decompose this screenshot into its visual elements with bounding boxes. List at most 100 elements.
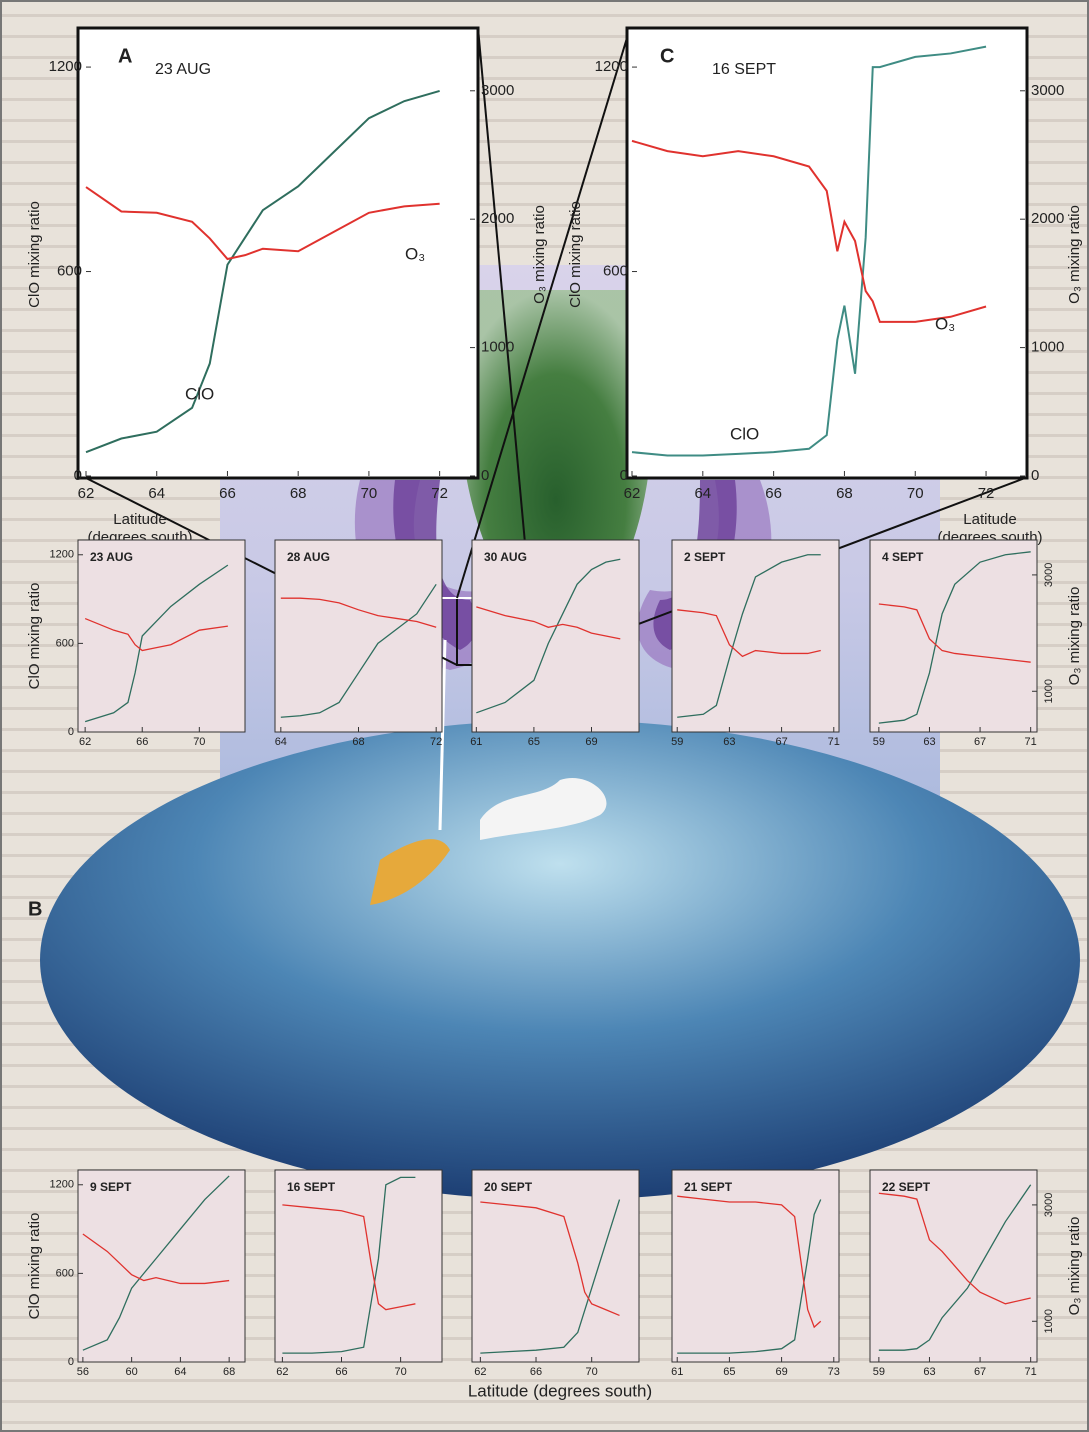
- y-tick-label: 1200: [49, 58, 82, 75]
- x-tick-label: 72: [978, 485, 995, 502]
- x-tick-label: 71: [828, 736, 840, 748]
- x-tick-label: 62: [78, 485, 95, 502]
- x-tick-label: 61: [671, 1366, 683, 1378]
- y-tick-label: 1200: [595, 58, 628, 75]
- x-tick-label: 63: [723, 736, 735, 748]
- chart-title: 9 SEPT: [90, 1180, 132, 1194]
- x-tick-label: 68: [290, 485, 307, 502]
- y2-tick-label: 3000: [1043, 1193, 1055, 1217]
- chart-title: 28 AUG: [287, 550, 330, 564]
- figure: B Latitude (degrees south) 62 64 66 68 70 72 0…: [0, 0, 1089, 1432]
- x-tick-label: 60: [126, 1366, 138, 1378]
- x-tick-label: 70: [394, 1366, 406, 1378]
- panel-label: C: [660, 45, 674, 67]
- x-tick-label: 67: [775, 736, 787, 748]
- series-label: ClO: [185, 384, 214, 403]
- y-tick-label: 0: [68, 726, 74, 738]
- plot-area: [78, 1170, 245, 1362]
- y-tick-label: 0: [68, 1356, 74, 1368]
- x-tick-label: 64: [148, 485, 165, 502]
- y-tick-label: 1200: [50, 1179, 74, 1191]
- chart-title: 16 SEPT: [712, 61, 776, 78]
- y-axis-label: ClO mixing ratio: [567, 201, 584, 308]
- x-tick-label: 62: [474, 1366, 486, 1378]
- y2-tick-label: 1000: [1043, 679, 1055, 703]
- y2-axis-label: O₃ mixing ratio: [531, 205, 548, 304]
- x-tick-label: 61: [470, 736, 482, 748]
- y2-axis-label: O₃ mixing ratio: [1066, 205, 1083, 304]
- chart-title: 23 AUG: [155, 61, 211, 78]
- y-tick-label: 600: [57, 263, 82, 280]
- y2-tick-label: 3000: [481, 82, 514, 99]
- x-tick-label: 68: [836, 485, 853, 502]
- y-tick-label: 600: [56, 1267, 74, 1279]
- x-tick-label: 73: [828, 1366, 840, 1378]
- y-axis-label: ClO mixing ratio: [26, 1213, 43, 1320]
- x-axis-label: Latitude: [113, 511, 166, 528]
- x-tick-label: 64: [694, 485, 711, 502]
- y2-tick-label: 1000: [1043, 1309, 1055, 1333]
- chart-title: 16 SEPT: [287, 1180, 336, 1194]
- x-tick-label: 67: [974, 1366, 986, 1378]
- plot-area: [870, 1170, 1037, 1362]
- x-tick-label: 70: [586, 1366, 598, 1378]
- y-tick-label: 1200: [50, 549, 74, 561]
- y2-tick-label: 3000: [1043, 563, 1055, 587]
- plot-area: [870, 540, 1037, 732]
- plot-area: [672, 540, 839, 732]
- x-tick-label: 65: [723, 1366, 735, 1378]
- plot-area: [472, 540, 639, 732]
- y2-tick-label: 1000: [481, 339, 514, 356]
- x-tick-label: 68: [223, 1366, 235, 1378]
- x-tick-label: 70: [193, 736, 205, 748]
- x-tick-label: 59: [873, 736, 885, 748]
- chart-title: 20 SEPT: [484, 1180, 533, 1194]
- y2-tick-label: 0: [1031, 467, 1039, 484]
- y2-tick-label: 2000: [481, 210, 514, 227]
- y-tick-label: 0: [620, 467, 628, 484]
- panel-label: A: [118, 45, 132, 67]
- x-tick-label: 56: [77, 1366, 89, 1378]
- y-tick-label: 0: [74, 467, 82, 484]
- chart-title: 2 SEPT: [684, 550, 726, 564]
- x-tick-label: 63: [923, 736, 935, 748]
- x-tick-label: 62: [79, 736, 91, 748]
- chart-title: 21 SEPT: [684, 1180, 733, 1194]
- x-tick-label: 72: [430, 736, 442, 748]
- x-tick-label: 67: [974, 736, 986, 748]
- x-tick-label: 64: [275, 736, 287, 748]
- chart-title: 4 SEPT: [882, 550, 924, 564]
- x-tick-label: 62: [624, 485, 641, 502]
- panel-label: B: [28, 898, 42, 920]
- plot-area: [275, 1170, 442, 1362]
- x-axis-label: Latitude (degrees south): [468, 1381, 652, 1400]
- series-label: ClO: [730, 424, 759, 443]
- x-tick-label: 72: [431, 485, 448, 502]
- x-tick-label: 59: [873, 1366, 885, 1378]
- plot-area: [275, 540, 442, 732]
- x-tick-label: 64: [174, 1366, 186, 1378]
- y-tick-label: 600: [56, 637, 74, 649]
- x-tick-label: 66: [136, 736, 148, 748]
- chart-title: 23 AUG: [90, 550, 133, 564]
- x-tick-label: 70: [361, 485, 378, 502]
- x-tick-label: 70: [907, 485, 924, 502]
- y-axis-label: ClO mixing ratio: [26, 201, 43, 308]
- chart-title: 30 AUG: [484, 550, 527, 564]
- x-tick-label: 69: [585, 736, 597, 748]
- y2-tick-label: 3000: [1031, 82, 1064, 99]
- y2-tick-label: 2000: [1031, 210, 1064, 227]
- x-axis-label: Latitude: [963, 511, 1016, 528]
- x-tick-label: 71: [1025, 736, 1037, 748]
- x-tick-label: 69: [775, 1366, 787, 1378]
- y2-tick-label: 1000: [1031, 339, 1064, 356]
- x-tick-label: 71: [1025, 1366, 1037, 1378]
- x-tick-label: 63: [923, 1366, 935, 1378]
- x-tick-label: 62: [276, 1366, 288, 1378]
- x-tick-label: 66: [219, 485, 236, 502]
- y2-axis-label: O₃ mixing ratio: [1066, 587, 1083, 686]
- y-tick-label: 600: [603, 263, 628, 280]
- x-tick-label: 59: [671, 736, 683, 748]
- x-tick-label: 65: [528, 736, 540, 748]
- x-tick-label: 66: [530, 1366, 542, 1378]
